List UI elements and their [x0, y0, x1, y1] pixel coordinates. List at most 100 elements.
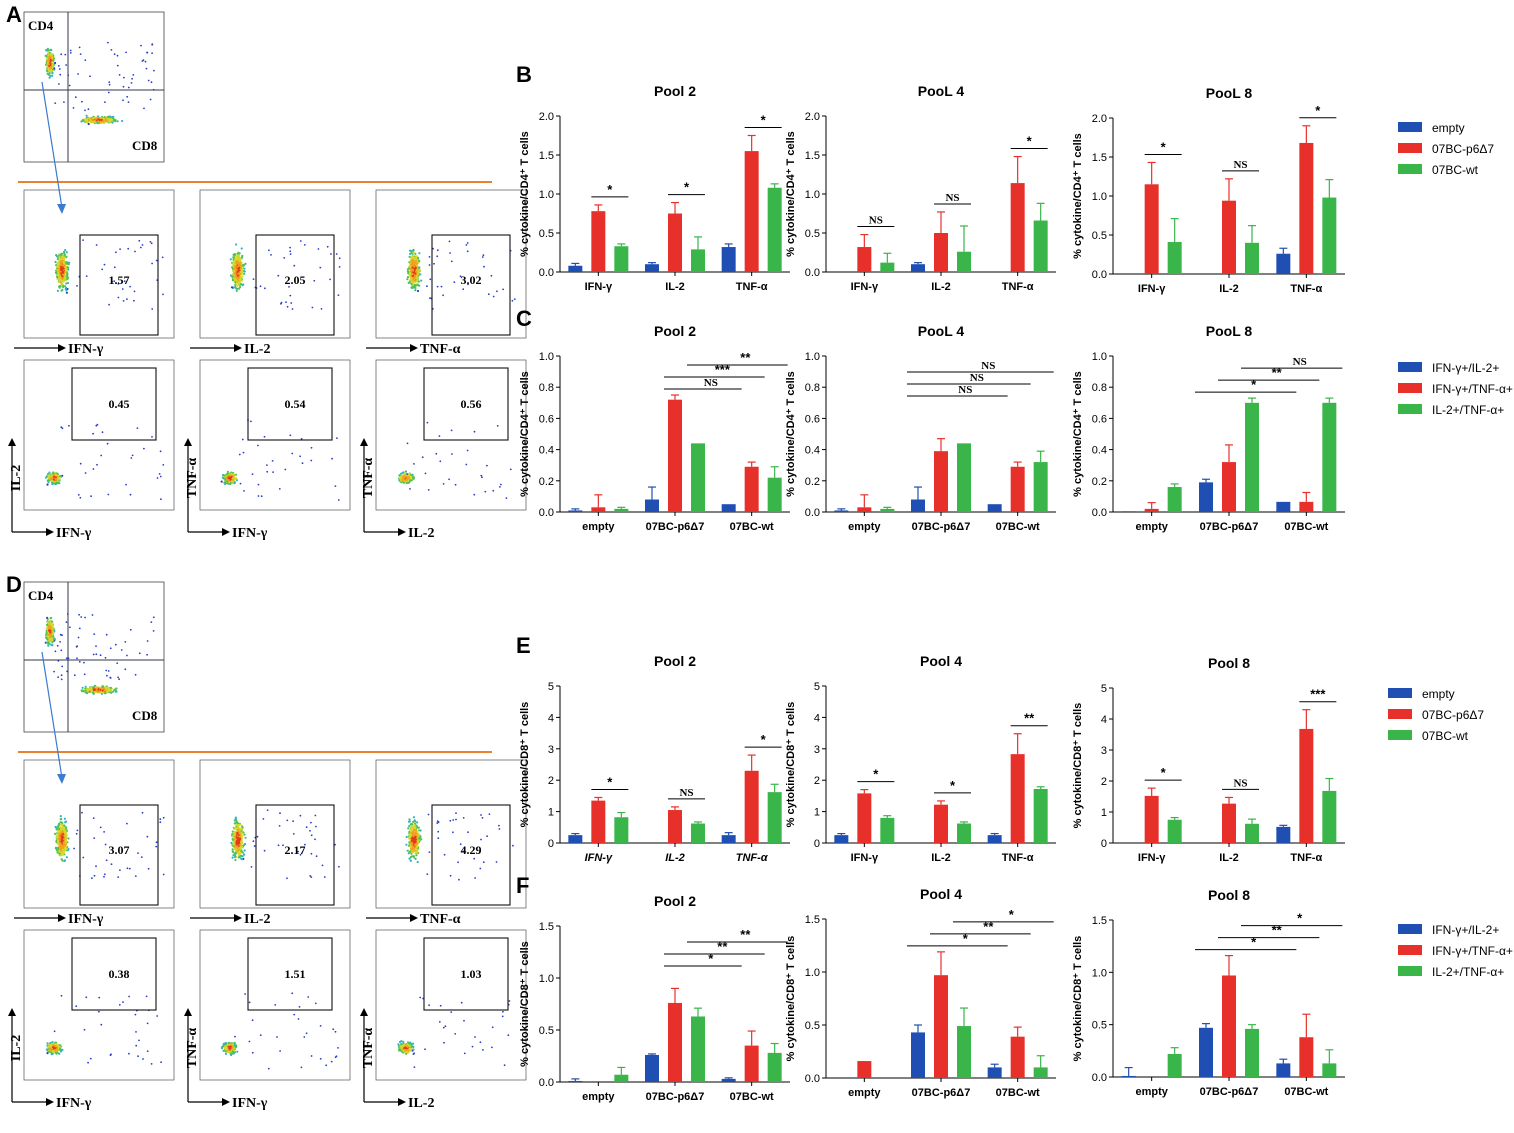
- event-dot: [126, 298, 128, 300]
- event-dot: [54, 1048, 57, 1051]
- x-marker-label: IL-2: [408, 526, 434, 541]
- event-dot: [232, 256, 235, 259]
- event-dot: [113, 266, 116, 269]
- event-dot: [95, 645, 97, 647]
- event-dot: [65, 289, 68, 292]
- event-dot: [240, 854, 243, 858]
- event-dot: [60, 994, 63, 997]
- event-dot: [58, 845, 61, 848]
- axis-marker-label: IL-2: [244, 342, 270, 357]
- event-dot: [89, 75, 91, 78]
- event-dot: [45, 623, 49, 627]
- event-dot: [242, 283, 245, 286]
- event-dot: [230, 841, 233, 845]
- event-dot: [65, 291, 68, 294]
- y-axis-arrow-head: [8, 1008, 16, 1016]
- event-dot: [412, 251, 415, 254]
- event-dot: [237, 833, 240, 836]
- event-dot: [234, 844, 237, 847]
- event-dot: [129, 493, 132, 496]
- event-dot: [65, 255, 68, 258]
- event-dot: [285, 301, 287, 303]
- event-dot: [93, 633, 96, 635]
- event-dot: [54, 102, 57, 104]
- event-dot: [62, 842, 65, 845]
- event-dot: [95, 865, 97, 868]
- event-dot: [105, 859, 108, 862]
- event-dot: [59, 818, 62, 821]
- event-dot: [64, 821, 67, 824]
- plot-frame: [375, 359, 527, 511]
- event-dot: [89, 1057, 92, 1060]
- event-dot: [408, 818, 411, 821]
- event-dot: [83, 673, 86, 676]
- event-dot: [126, 822, 128, 825]
- event-dot: [132, 74, 135, 76]
- event-dot: [67, 266, 70, 269]
- event-dot: [239, 275, 243, 279]
- event-dot: [62, 852, 65, 855]
- event-dot: [131, 454, 134, 457]
- x-axis-arrow-head: [46, 1098, 54, 1106]
- event-dot: [127, 86, 130, 89]
- event-dot: [61, 280, 64, 283]
- event-dot: [257, 444, 259, 447]
- plot-frame: [199, 759, 351, 909]
- event-dot: [133, 290, 136, 293]
- event-dot: [236, 284, 239, 287]
- event-dot: [162, 816, 165, 819]
- event-dot: [314, 814, 317, 817]
- event-dot: [155, 259, 158, 262]
- gating-arrow-head: [57, 204, 66, 214]
- event-dot: [239, 843, 242, 847]
- event-dot: [266, 464, 268, 466]
- event-dot: [108, 120, 111, 123]
- event-dot: [64, 249, 67, 252]
- event-dot: [301, 462, 304, 465]
- y-marker-label: IL-2: [9, 465, 24, 491]
- event-dot: [466, 449, 469, 452]
- event-dot: [115, 690, 118, 693]
- event-dot: [46, 621, 49, 624]
- event-dot: [231, 830, 234, 833]
- event-dot: [256, 835, 259, 838]
- event-dot: [490, 274, 493, 277]
- event-dot: [424, 472, 427, 475]
- event-dot: [81, 811, 83, 814]
- event-dot: [416, 851, 419, 854]
- event-dot: [117, 296, 120, 299]
- event-dot: [237, 266, 241, 270]
- y-marker-label: IL-2: [9, 1035, 24, 1061]
- event-dot: [226, 470, 229, 473]
- event-dot: [64, 826, 67, 829]
- event-dot: [411, 855, 414, 858]
- event-dot: [85, 996, 88, 999]
- event-dot: [56, 833, 59, 836]
- event-dot: [90, 689, 94, 693]
- x-marker-label: IFN-γ: [56, 1096, 92, 1111]
- event-dot: [64, 277, 67, 280]
- event-dot: [74, 96, 77, 99]
- event-dot: [47, 633, 51, 636]
- event-dot: [48, 1050, 51, 1053]
- event-dot: [152, 616, 155, 619]
- event-dot: [131, 77, 134, 80]
- event-dot: [45, 475, 49, 478]
- event-dot: [138, 652, 141, 655]
- event-dot: [334, 485, 337, 487]
- event-dot: [45, 55, 48, 58]
- event-dot: [486, 464, 488, 467]
- event-dot: [54, 260, 57, 264]
- event-dot: [416, 273, 419, 276]
- event-dot: [51, 1041, 54, 1044]
- event-dot: [462, 288, 465, 291]
- event-dot: [240, 247, 243, 250]
- event-dot: [85, 119, 88, 122]
- event-dot: [426, 873, 429, 875]
- event-dot: [47, 51, 50, 55]
- event-dot: [124, 641, 127, 643]
- event-dot: [426, 421, 429, 424]
- event-dot: [73, 674, 76, 677]
- event-dot: [64, 843, 67, 846]
- event-dot: [244, 836, 247, 839]
